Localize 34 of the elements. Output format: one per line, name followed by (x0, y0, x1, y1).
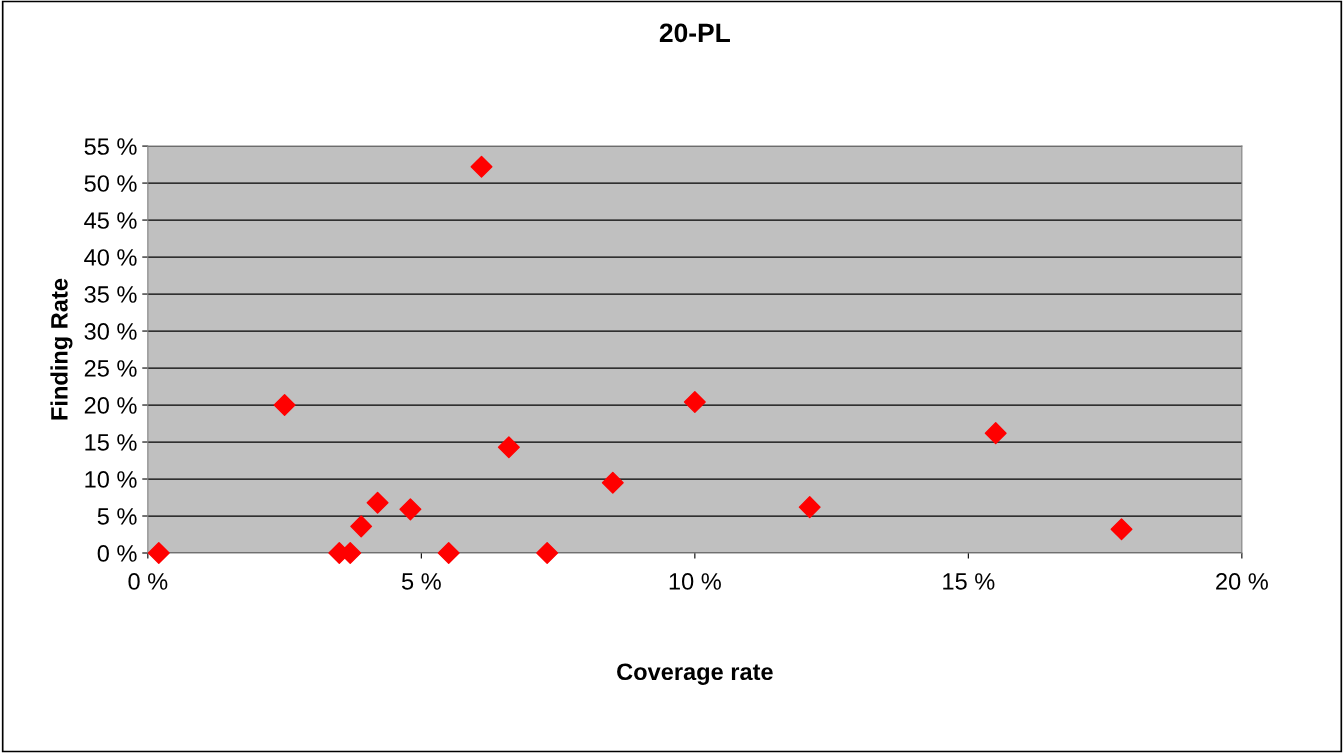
point (497, 436, 520, 459)
point (984, 422, 1007, 445)
y-tick-label: 0 % (97, 545, 137, 562)
y-tick-label: 15 % (85, 434, 137, 451)
point (399, 498, 422, 521)
y-tick-label: 30 % (84, 323, 137, 340)
point (147, 542, 170, 564)
point (350, 515, 373, 538)
y-tick-label: 55 % (84, 138, 137, 155)
y-tick-label: 45 % (84, 212, 137, 229)
point (798, 496, 821, 519)
point (273, 394, 296, 417)
x-tick-label: 5 % (401, 573, 441, 590)
point (1110, 518, 1133, 541)
y-tick-label: 50 % (84, 175, 137, 192)
point (437, 542, 460, 564)
y-tick-label: 5 % (97, 508, 137, 525)
point (470, 155, 493, 178)
y-axis-title: Finding Rate (50, 278, 73, 420)
x-axis-title: Coverage rate (617, 663, 773, 685)
y-tick-label: 35 % (84, 286, 137, 303)
point (601, 471, 624, 494)
y-tick-label: 20 % (84, 397, 137, 414)
point (366, 491, 389, 514)
point (536, 542, 559, 564)
y-tick-label: 10 % (85, 471, 137, 488)
y-tick-label: 40 % (84, 249, 137, 266)
point (683, 391, 706, 414)
x-tick-label: 0 % (128, 573, 168, 590)
x-tick-label: 10 % (669, 573, 721, 590)
chart-title: 20-PL (659, 23, 730, 43)
x-tick-label: 15 % (943, 573, 995, 590)
x-tick-label: 20 % (1216, 573, 1268, 590)
y-tick-label: 25 % (84, 360, 137, 377)
